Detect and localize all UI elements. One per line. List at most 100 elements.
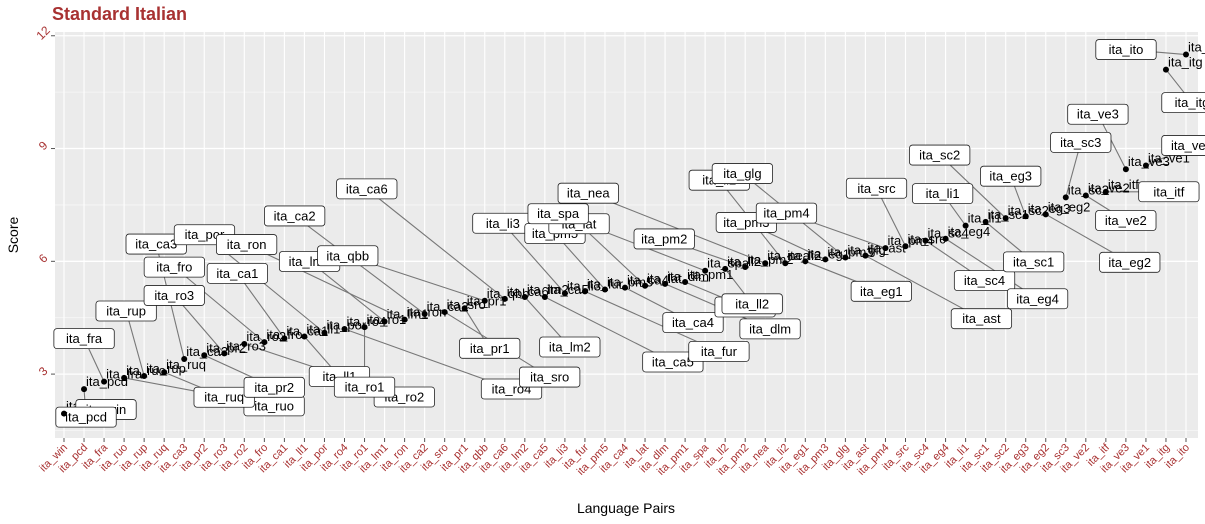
point-label: ita_pr2 [206, 340, 246, 355]
point-label: ita_ito [1188, 40, 1205, 55]
point-label: ita_itf [1108, 177, 1139, 192]
boxed-label: ita_eg2 [1099, 251, 1161, 273]
label-box [1095, 39, 1157, 60]
data-point [1183, 51, 1189, 58]
data-point [341, 325, 348, 332]
point-labels: ita_winita_pcdita_fraita_ruoita_rupita_r… [66, 40, 1205, 414]
point-label: ita_ca2 [427, 299, 469, 314]
label-leader [236, 273, 285, 339]
label-box [519, 366, 581, 388]
label-box-text: ita_ca5 [652, 355, 694, 370]
label-box-text: ita_sc1 [1013, 254, 1054, 269]
label-box [721, 293, 783, 315]
data-point [782, 260, 789, 267]
data-point [261, 339, 268, 346]
boxed-label: ita_itg [1161, 92, 1205, 113]
data-point [501, 295, 508, 302]
boxed-label: ita_glg [711, 163, 773, 184]
label-box [642, 351, 704, 373]
point-label: ita_li1 [968, 211, 1002, 226]
boxed-label: ita_sc3 [1050, 132, 1112, 153]
label-box-text: ita_nea [567, 186, 610, 201]
boxed-label: ita_sc2 [909, 144, 971, 166]
boxed-label: ita_ruo [243, 395, 305, 417]
label-box-text: ita_pcd [65, 410, 107, 425]
point-label: ita_pm4 [887, 233, 933, 248]
label-box-text: ita_rup [106, 303, 146, 318]
data-points [61, 51, 1189, 417]
x-axis: ita_winita_pcdita_fraita_ruoita_rupita_r… [37, 438, 1192, 478]
point-label: ita_sc2 [1008, 203, 1049, 218]
data-point [321, 329, 328, 336]
data-point [862, 252, 869, 259]
boxed-label: ita_ito [1095, 39, 1157, 60]
data-point [1022, 213, 1029, 220]
point-label: ita_ro2 [246, 329, 286, 344]
label-box [216, 234, 278, 255]
label-box [95, 300, 157, 322]
boxed-label: ita_itf [1138, 181, 1200, 203]
point-label: ita_pm3 [827, 244, 873, 259]
label-box [243, 376, 305, 398]
data-point [201, 352, 208, 359]
boxed-label: ita_pcd [55, 406, 117, 428]
point-label: ita_pm2 [747, 252, 793, 267]
point-label: ita_rup [146, 361, 186, 376]
point-label: ita_por [326, 318, 366, 333]
label-box-text: ita_sro [530, 370, 569, 385]
point-label: ita_ve3 [1128, 154, 1170, 169]
y-tick-label: 12 [33, 23, 53, 43]
point-label: ita_dlm [667, 269, 709, 284]
point-label: ita_ll2 [727, 254, 761, 269]
label-box-text: ita_ca1 [216, 266, 258, 281]
data-point [221, 350, 228, 357]
label-leader [865, 255, 982, 320]
label-box [711, 163, 773, 184]
boxed-label: ita_ca4 [662, 312, 724, 334]
label-box [317, 245, 379, 267]
boxed-label: ita_pr1 [459, 337, 521, 359]
point-label: ita_ll1 [306, 322, 340, 337]
label-box [850, 280, 912, 302]
data-point [421, 310, 428, 317]
label-box-text: ita_ruo [254, 398, 294, 413]
label-box-text: ita_itf [1153, 184, 1184, 199]
label-box [739, 318, 801, 340]
boxed-label: ita_ca2 [264, 205, 326, 227]
label-box-text: ita_ron [227, 237, 267, 252]
y-axis: 3 6 9 12 [33, 23, 55, 379]
boxed-label: ita_sc1 [1003, 251, 1065, 273]
boxed-label: ita_sc4 [953, 270, 1016, 292]
boxed-label: ita_pm2 [633, 228, 695, 250]
data-point [822, 256, 829, 263]
y-tick-label: 9 [36, 138, 51, 153]
label-leader [502, 222, 566, 294]
label-box-text: ita_pr2 [254, 380, 294, 395]
point-label: ita_eg2 [1048, 199, 1091, 214]
point-label: ita_ca5 [547, 282, 589, 297]
point-label: ita_sc3 [1068, 182, 1109, 197]
label-box-text: ita_fra [66, 331, 103, 346]
boxed-label: ita_pr2 [243, 376, 305, 398]
label-box-text: ita_src [857, 181, 896, 196]
label-leader [544, 296, 674, 363]
data-point [241, 341, 248, 348]
data-point [381, 318, 388, 325]
point-label: ita_sc1 [988, 207, 1029, 222]
data-point [1162, 66, 1169, 73]
point-label: ita_fra [106, 367, 143, 382]
label-box [55, 406, 117, 428]
data-point [301, 333, 308, 340]
data-point [1042, 211, 1049, 218]
point-label: ita_li3 [567, 278, 601, 293]
label-leader [366, 188, 506, 300]
data-point [361, 324, 368, 331]
label-box-text: ita_ro1 [345, 380, 385, 395]
data-point [902, 243, 909, 250]
boxed-label: ita_ve3 [1067, 103, 1129, 125]
point-label: ita_eg1 [807, 246, 850, 261]
label-leader [125, 310, 145, 377]
label-box-text: ita_sc3 [1060, 135, 1101, 150]
label-box [527, 203, 589, 225]
